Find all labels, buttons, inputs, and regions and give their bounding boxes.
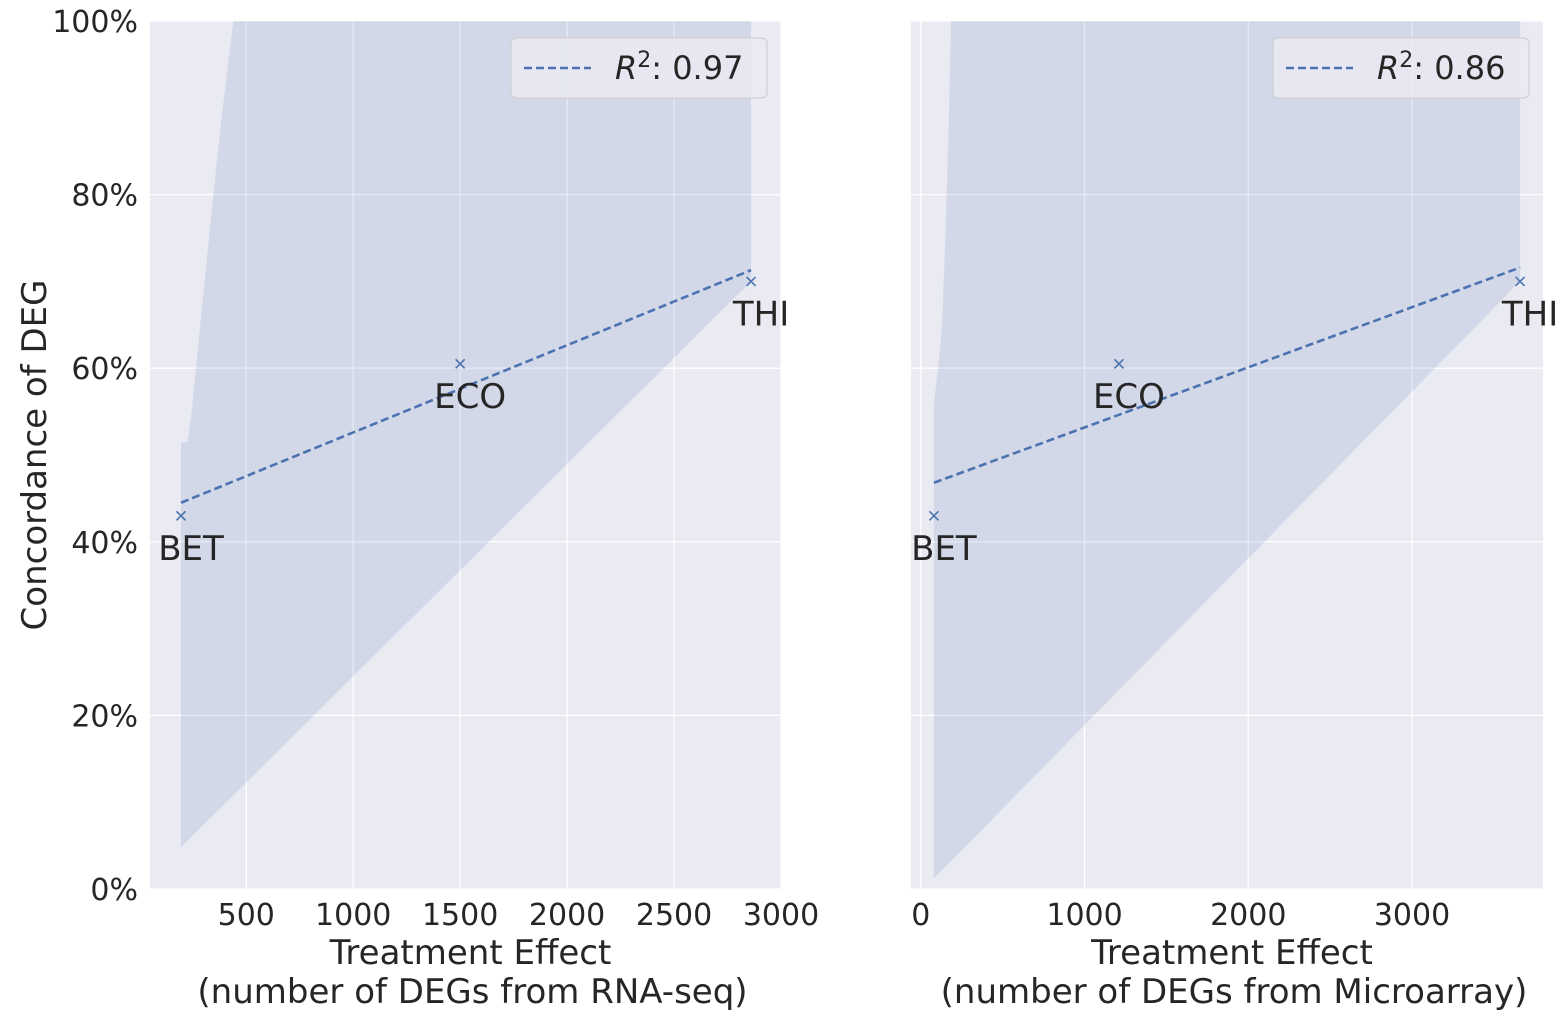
panel-1-point-label: BET: [158, 529, 224, 569]
panel-2-x-tick-label: 2000: [1210, 898, 1286, 933]
y-tick-label: 100%: [52, 5, 138, 40]
y-tick-label: 80%: [71, 179, 138, 214]
panel-2-legend-label: R2: 0.86: [1377, 48, 1505, 88]
panel-1-plot-area: [150, 21, 781, 889]
panel-1-x-tick-label: 2500: [636, 898, 712, 933]
y-axis-label: Concordance of DEG: [15, 280, 55, 631]
panel-1: BET ECO THI 500 1000 1500 2000 2500 3000 0% 20% 40%…: [52, 5, 819, 1012]
panel-2-legend: R2: 0.86: [1272, 37, 1530, 99]
panel-1-x-axis-label-line2: (number of DEGs from RNA-seq): [197, 972, 747, 1012]
panel-2-confidence-band: [933, 21, 1521, 879]
panel-1-point-thi: [745, 276, 757, 287]
panel-2-legend-r: R: [1377, 49, 1399, 87]
panel-1-x-axis-label-line1: Treatment Effect: [329, 933, 612, 973]
panel-1-confidence-band: [181, 21, 752, 848]
y-tick-label: 20%: [71, 699, 138, 734]
panel-1-point-label: ECO: [434, 377, 506, 417]
panel-1-x-tick-label: 1500: [422, 898, 498, 933]
panel-2-plot-area: [911, 21, 1543, 889]
panel-1-legend: R2: 0.97: [510, 37, 768, 99]
y-tick-label: 60%: [71, 352, 138, 387]
panel-2-legend-box: [1272, 37, 1530, 99]
panel-2-point-bet: [928, 510, 939, 521]
y-tick-label: 0%: [90, 873, 138, 908]
panel-1-legend-value: : 0.97: [651, 49, 743, 87]
panel-2-legend-value: : 0.86: [1413, 49, 1505, 87]
panel-1-legend-exp: 2: [637, 48, 651, 73]
panel-2-x-tick-label: 0: [911, 898, 930, 933]
panel-1-x-tick-label: 3000: [743, 898, 819, 933]
panel-1-legend-box: [510, 37, 768, 99]
panel-2-x-tick-label: 3000: [1374, 898, 1450, 933]
panel-2-x-axis-label-line1: Treatment Effect: [1090, 933, 1373, 973]
panel-1-point-eco: [455, 358, 466, 369]
panel-2-point-label: THI: [1501, 294, 1558, 334]
panel-1-x-tick-label: 500: [218, 898, 275, 933]
panel-2-point-label: ECO: [1093, 377, 1165, 417]
panel-2-x-axis-label-line2: (number of DEGs from Microarray): [941, 972, 1528, 1012]
panel-1-point-label: THI: [732, 294, 789, 334]
panel-1-legend-r: R: [615, 49, 637, 87]
panel-2-point-label: BET: [911, 529, 977, 569]
panel-1-point-bet: [175, 510, 187, 521]
panel-2-point-thi: [1515, 276, 1526, 287]
panel-2-x-tick-label: 1000: [1046, 898, 1122, 933]
panel-1-x-tick-label: 1000: [315, 898, 391, 933]
y-tick-label: 40%: [71, 526, 138, 561]
panel-2-legend-exp: 2: [1399, 48, 1413, 73]
panel-2-point-eco: [1113, 358, 1125, 369]
panel-1-legend-label: R2: 0.97: [615, 48, 743, 88]
panel-1-x-tick-label: 2000: [529, 898, 605, 933]
panel-2-regression-line: [933, 266, 1521, 484]
panel-1-regression-line: [180, 268, 752, 504]
